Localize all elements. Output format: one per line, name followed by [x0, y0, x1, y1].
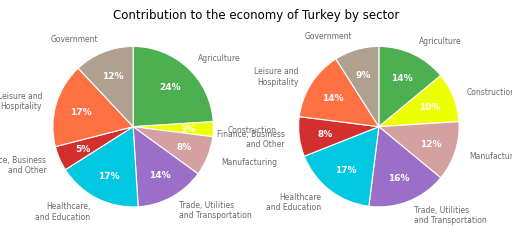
- Text: Contribution to the economy of Turkey by sector: Contribution to the economy of Turkey by…: [113, 9, 399, 22]
- Text: 14%: 14%: [148, 170, 170, 179]
- Text: Manufacturing: Manufacturing: [469, 152, 512, 161]
- Text: Construction: Construction: [228, 126, 277, 135]
- Text: 9%: 9%: [356, 70, 371, 79]
- Text: Finance, Business
and Other: Finance, Business and Other: [0, 155, 46, 174]
- Text: Government: Government: [305, 32, 352, 41]
- Wedge shape: [336, 47, 379, 127]
- Wedge shape: [379, 76, 459, 127]
- Text: 3%: 3%: [180, 124, 195, 133]
- Text: 10%: 10%: [419, 103, 440, 112]
- Wedge shape: [133, 122, 214, 137]
- Text: Construction: Construction: [467, 88, 512, 97]
- Text: 14%: 14%: [391, 74, 413, 82]
- Text: 12%: 12%: [102, 72, 124, 81]
- Wedge shape: [133, 47, 213, 127]
- Wedge shape: [369, 127, 441, 207]
- Wedge shape: [379, 122, 459, 178]
- Text: Manufacturing: Manufacturing: [221, 157, 277, 166]
- Text: Leisure and
Hospitality: Leisure and Hospitality: [0, 91, 42, 111]
- Wedge shape: [66, 127, 138, 207]
- Text: 5%: 5%: [75, 144, 91, 153]
- Text: 12%: 12%: [420, 139, 441, 148]
- Text: Finance, Business
and Other: Finance, Business and Other: [217, 129, 285, 149]
- Text: Agriculture: Agriculture: [419, 37, 462, 46]
- Wedge shape: [55, 127, 133, 170]
- Text: 16%: 16%: [388, 173, 410, 182]
- Wedge shape: [78, 47, 133, 127]
- Text: 14%: 14%: [322, 94, 344, 102]
- Text: 17%: 17%: [70, 107, 92, 116]
- Wedge shape: [53, 69, 133, 147]
- Wedge shape: [379, 47, 441, 127]
- Text: Agriculture: Agriculture: [198, 54, 241, 63]
- Text: Government: Government: [51, 35, 98, 44]
- Text: Trade, Utilities
and Transportation: Trade, Utilities and Transportation: [179, 200, 251, 220]
- Text: Leisure and
Hospitality: Leisure and Hospitality: [254, 67, 299, 86]
- Wedge shape: [298, 117, 379, 157]
- Wedge shape: [304, 127, 379, 206]
- Text: Trade, Utilities
and Transportation: Trade, Utilities and Transportation: [414, 205, 486, 225]
- Wedge shape: [133, 127, 198, 207]
- Wedge shape: [133, 127, 213, 174]
- Text: 17%: 17%: [97, 171, 119, 180]
- Text: 8%: 8%: [176, 143, 191, 152]
- Text: 24%: 24%: [160, 83, 181, 92]
- Text: Healthcare,
and Education: Healthcare, and Education: [35, 202, 90, 221]
- Text: 17%: 17%: [335, 165, 356, 175]
- Text: Healthcare
and Education: Healthcare and Education: [266, 192, 321, 211]
- Wedge shape: [299, 60, 379, 127]
- Text: 8%: 8%: [317, 129, 332, 138]
